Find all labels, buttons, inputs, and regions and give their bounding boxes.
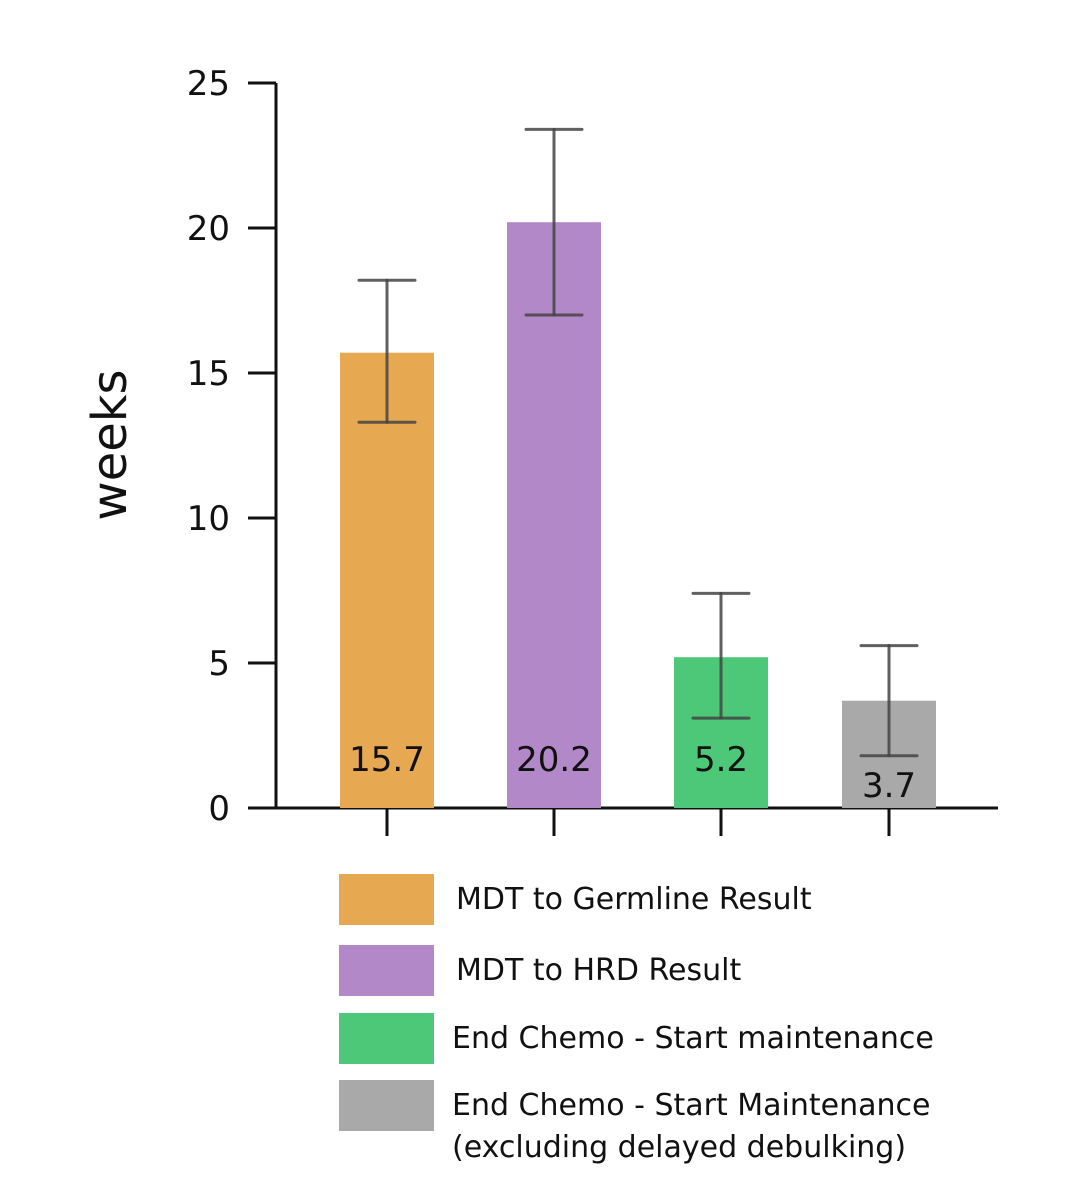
error-bar	[524, 127, 584, 317]
bars	[340, 222, 936, 808]
bar-value-labels: 15.7 20.2 5.2 3.7	[349, 740, 916, 806]
error-bars	[357, 127, 919, 758]
y-tick-label: 15	[187, 354, 230, 394]
bar	[507, 222, 601, 808]
error-bar	[357, 278, 417, 424]
legend-label: (excluding delayed debulking)	[452, 1130, 906, 1165]
legend-label: End Chemo - Start maintenance	[452, 1021, 934, 1056]
bar	[340, 352, 434, 808]
legend-swatch	[339, 945, 434, 996]
legend-item: End Chemo - Start maintenance	[339, 1013, 934, 1064]
error-bar	[859, 644, 919, 758]
y-axis-label: weeks	[82, 369, 138, 520]
bar-value-label: 20.2	[516, 740, 592, 780]
bar-value-label: 5.2	[694, 740, 748, 780]
y-tick-label: 20	[187, 209, 230, 249]
legend-item: MDT to HRD Result	[339, 945, 741, 996]
y-tick-label: 5	[208, 644, 230, 684]
legend-label: End Chemo - Start Maintenance	[452, 1088, 930, 1123]
legend: MDT to Germline Result MDT to HRD Result E…	[339, 874, 934, 1165]
y-tick-label: 25	[187, 64, 230, 104]
bar-value-label: 3.7	[862, 766, 916, 806]
y-tick-label: 0	[208, 789, 230, 829]
bar-value-label: 15.7	[349, 740, 425, 780]
error-bar	[691, 591, 751, 720]
legend-label: MDT to HRD Result	[456, 953, 741, 988]
legend-item: End Chemo - Start Maintenance (excluding …	[339, 1080, 930, 1165]
legend-item: MDT to Germline Result	[339, 874, 812, 925]
legend-swatch	[339, 1013, 434, 1064]
y-tick-label: 10	[187, 499, 230, 539]
legend-swatch	[339, 874, 434, 925]
legend-swatch	[339, 1080, 434, 1131]
legend-label: MDT to Germline Result	[456, 882, 812, 917]
